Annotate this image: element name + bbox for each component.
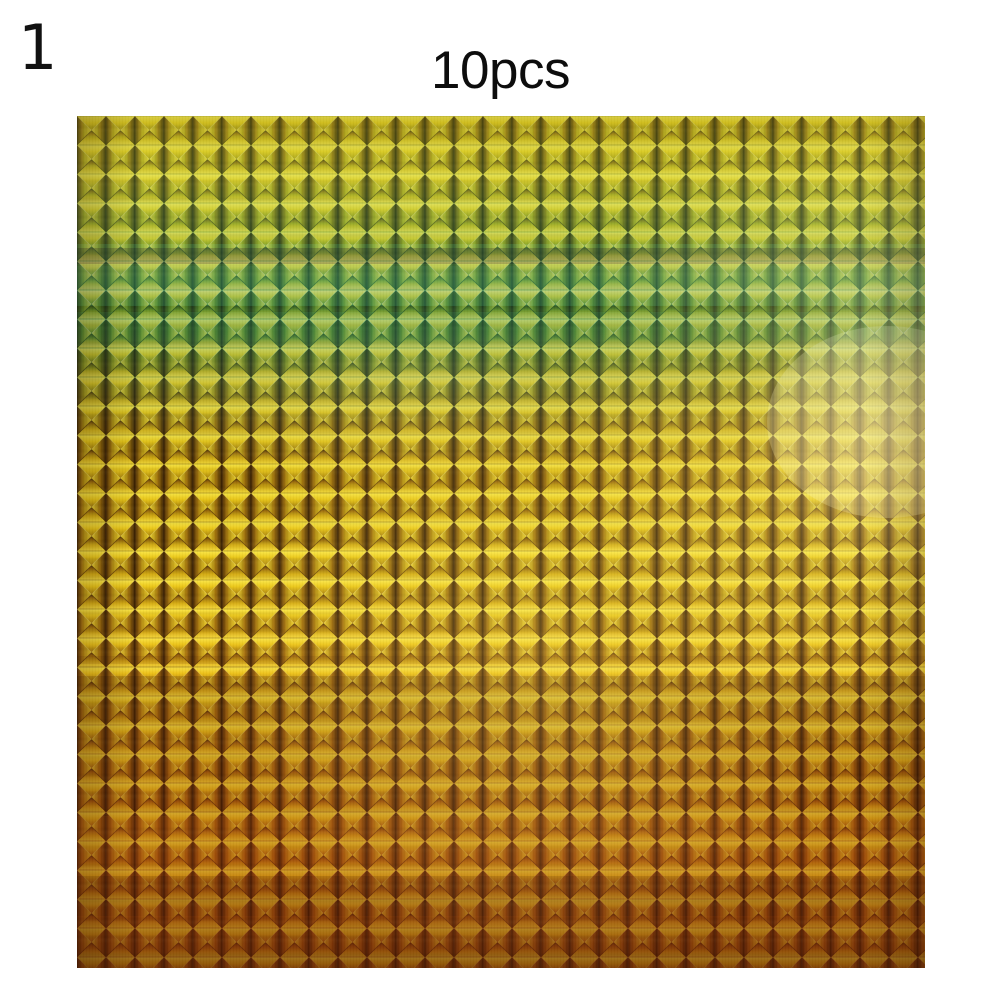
product-photo-holographic-foil [77, 116, 925, 968]
shadow-trough-layer [77, 676, 925, 968]
quantity-label: 10pcs [431, 41, 570, 100]
variant-number-label: 1 [18, 11, 58, 84]
foil-pattern-svg [77, 116, 925, 968]
